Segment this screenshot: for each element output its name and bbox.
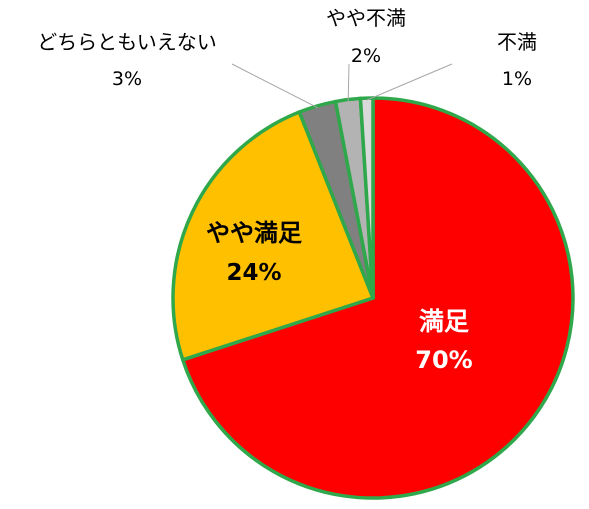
slice-value-yaya-fuman: 2%	[351, 45, 381, 67]
pie-slice-manzoku	[181, 96, 575, 500]
slice-value-manzoku: 70%	[415, 346, 472, 374]
leader-line-yaya-fuman	[347, 63, 350, 102]
slice-label-yaya-fuman: やや不満	[326, 6, 406, 30]
leader-line-fuman	[366, 63, 453, 101]
slice-value-fuman: 1%	[502, 68, 532, 90]
slice-value-dochira: 3%	[112, 68, 142, 90]
slice-label-manzoku: 満足	[419, 307, 469, 336]
slice-label-dochira: どちらともいえない	[37, 30, 217, 54]
slice-label-fuman: 不満	[497, 30, 537, 54]
leader-line-dochira	[231, 63, 318, 109]
pie-slices	[171, 96, 575, 500]
slice-label-yaya-manzoku: やや満足	[206, 219, 302, 247]
slice-value-yaya-manzoku: 24%	[226, 260, 281, 286]
leader-lines	[231, 63, 453, 109]
